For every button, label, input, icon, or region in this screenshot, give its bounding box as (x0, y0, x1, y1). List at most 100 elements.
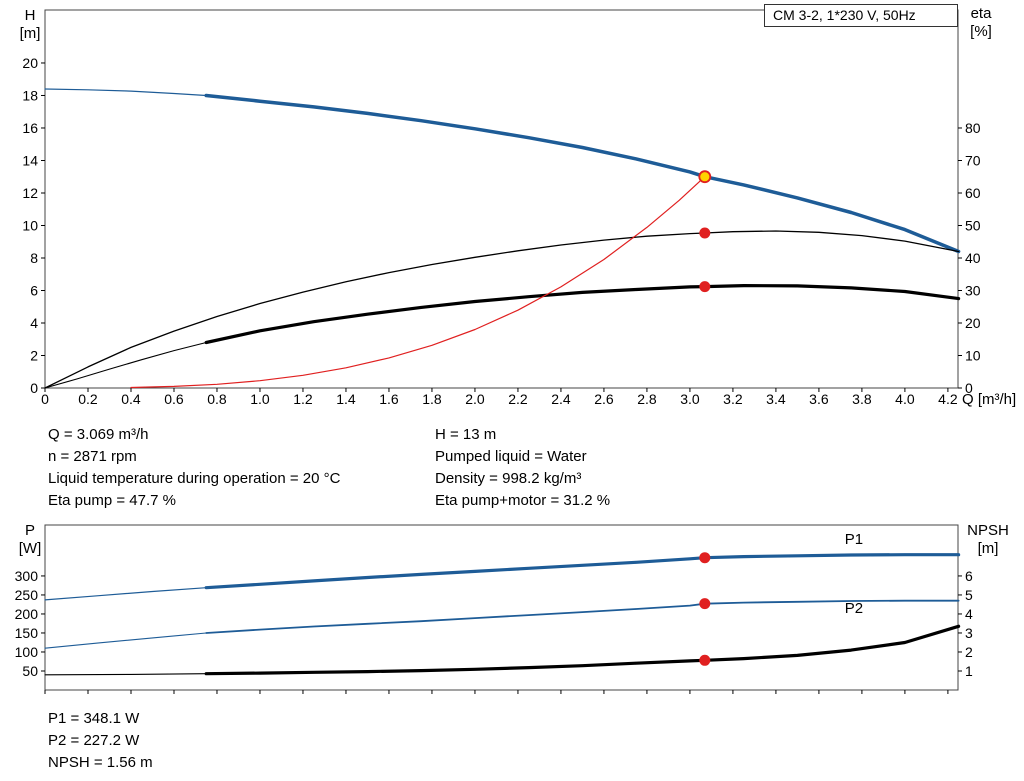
right-axis-tick-label: 10 (965, 347, 981, 363)
right-axis-tick-label: 6 (965, 568, 973, 584)
right-axis-title: NPSH (967, 522, 1009, 539)
p1-readout: P1 = 348.1 W (48, 710, 140, 727)
right-axis-tick-label: 70 (965, 152, 981, 168)
x-axis-tick-label: 2.4 (551, 391, 571, 407)
plot-frame (44, 9, 959, 389)
plot-frame (44, 524, 959, 691)
eta-pump-readout: Eta pump = 47.7 % (48, 492, 176, 509)
left-axis-tick-label: 0 (30, 380, 38, 396)
left-axis-tick-label: 8 (30, 250, 38, 266)
x-axis-tick-label: 1.2 (293, 391, 313, 407)
npsh-curve (204, 624, 961, 676)
x-axis-tick-label: 1.4 (336, 391, 356, 407)
eta-pump-motor-curve (204, 284, 961, 345)
pump-model-label: CM 3-2, 1*230 V, 50Hz (773, 7, 916, 23)
x-axis-tick-label: 0 (41, 391, 49, 407)
right-axis-tick-label: 30 (965, 282, 981, 298)
liquid-temp-readout: Liquid temperature during operation = 20… (48, 470, 341, 487)
x-axis-tick-label: 4.2 (938, 391, 958, 407)
left-axis-tick-label: 2 (30, 347, 38, 363)
x-axis-tick-label: 4.0 (895, 391, 915, 407)
right-axis-tick-label: 5 (965, 587, 973, 603)
x-axis-tick-label: 1.0 (250, 391, 270, 407)
right-axis-tick-label: 50 (965, 217, 981, 233)
left-axis-tick-label: 150 (15, 625, 39, 641)
right-axis-tick-label: 2 (965, 644, 973, 660)
hq-eta-chart: 0 2 4 6 8 10 12 14 16 18 20 0 10 20 30 40 50 60 70 80 0 0.2 0.… (20, 5, 1017, 408)
right-axis-tick-label: 0 (965, 380, 973, 396)
right-axis-unit: [%] (970, 23, 992, 40)
left-axis-tick-label: 200 (15, 606, 39, 622)
x-axis-tick-label: 0.2 (78, 391, 98, 407)
eta-pump-motor-point (699, 281, 711, 293)
head-lead (44, 88, 207, 97)
x-axis-tick-label: 1.8 (422, 391, 442, 407)
left-axis-tick-label: 10 (22, 217, 38, 233)
density-readout: Density = 998.2 kg/m³ (435, 470, 582, 487)
speed-readout: n = 2871 rpm (48, 448, 137, 465)
curve-label-p2: P2 (845, 600, 863, 617)
left-axis-tick-label: 250 (15, 587, 39, 603)
left-axis-tick-label: 4 (30, 315, 38, 331)
npsh-lead (44, 673, 207, 676)
head-curve (204, 93, 961, 254)
npsh-readout: NPSH = 1.56 m (48, 754, 153, 771)
p2-readout: P2 = 227.2 W (48, 732, 140, 749)
x-axis-title: Q [m³/h] (962, 391, 1016, 408)
x-axis-tick-label: 0.6 (164, 391, 184, 407)
x-axis-tick-label: 3.8 (852, 391, 872, 407)
p2-curve (205, 599, 960, 634)
p1-curve (204, 553, 961, 590)
eta-pump-motor-lead (44, 341, 207, 389)
left-axis-tick-label: 6 (30, 282, 38, 298)
right-axis-tick-label: 80 (965, 120, 981, 136)
pumped-liquid-readout: Pumped liquid = Water (435, 448, 587, 465)
left-axis-tick-label: 100 (15, 644, 39, 660)
right-axis-unit: [m] (978, 540, 999, 557)
right-axis-tick-label: 60 (965, 185, 981, 201)
x-axis-tick-label: 0.8 (207, 391, 227, 407)
left-axis-title: P (25, 522, 35, 539)
system-curve (130, 176, 706, 389)
duty-point (698, 170, 712, 184)
x-axis-tick-label: 3.6 (809, 391, 829, 407)
left-axis-tick-label: 300 (15, 568, 39, 584)
eta-pump-motor-readout: Eta pump+motor = 31.2 % (435, 492, 611, 509)
right-axis-tick-label: 3 (965, 625, 973, 641)
pump-model-box: CM 3-2, 1*230 V, 50Hz (764, 4, 958, 27)
left-axis-tick-label: 12 (22, 185, 38, 201)
p1-point (699, 552, 711, 564)
p1-lead (44, 587, 207, 601)
p2-lead (44, 632, 207, 649)
right-axis-tick-label: 4 (965, 606, 973, 622)
right-axis-tick-label: 40 (965, 250, 981, 266)
x-axis-tick-label: 3.0 (680, 391, 700, 407)
x-axis-tick-label: 2.0 (465, 391, 485, 407)
power-npsh-chart: 50 100 150 200 250 300 1 2 3 4 5 6 P[W] NPSH[m] P1 P2 (15, 522, 1009, 694)
x-axis-tick-label: 3.2 (723, 391, 743, 407)
npsh-point (699, 654, 711, 666)
power-info: P1 = 348.1 W P2 = 227.2 W NPSH = 1.56 m (48, 708, 153, 774)
duty-flow-readout: Q = 3.069 m³/h (48, 426, 149, 443)
x-axis-tick-label: 2.8 (637, 391, 657, 407)
x-axis-tick-label: 2.2 (508, 391, 528, 407)
p2-point (699, 598, 711, 610)
left-axis-unit: [W] (19, 540, 42, 557)
x-axis-tick-label: 0.4 (121, 391, 141, 407)
duty-head-readout: H = 13 m (435, 426, 497, 443)
right-axis-title: eta (971, 5, 993, 22)
right-axis-tick-label: 20 (965, 315, 981, 331)
left-axis-title: H (25, 7, 36, 24)
eta-pump-point (699, 227, 711, 239)
eta-pump-curve (44, 230, 960, 389)
left-axis-unit: [m] (20, 25, 41, 42)
x-axis-tick-label: 2.6 (594, 391, 614, 407)
x-axis-tick-label: 1.6 (379, 391, 399, 407)
left-axis-tick-label: 20 (22, 55, 38, 71)
right-axis-tick-label: 1 (965, 663, 973, 679)
left-axis-tick-label: 16 (22, 120, 38, 136)
left-axis-tick-label: 50 (22, 663, 38, 679)
curve-label-p1: P1 (845, 531, 863, 548)
duty-info-left: Q = 3.069 m³/h n = 2871 rpm Liquid tempe… (48, 424, 340, 512)
left-axis-tick-label: 14 (22, 152, 38, 168)
